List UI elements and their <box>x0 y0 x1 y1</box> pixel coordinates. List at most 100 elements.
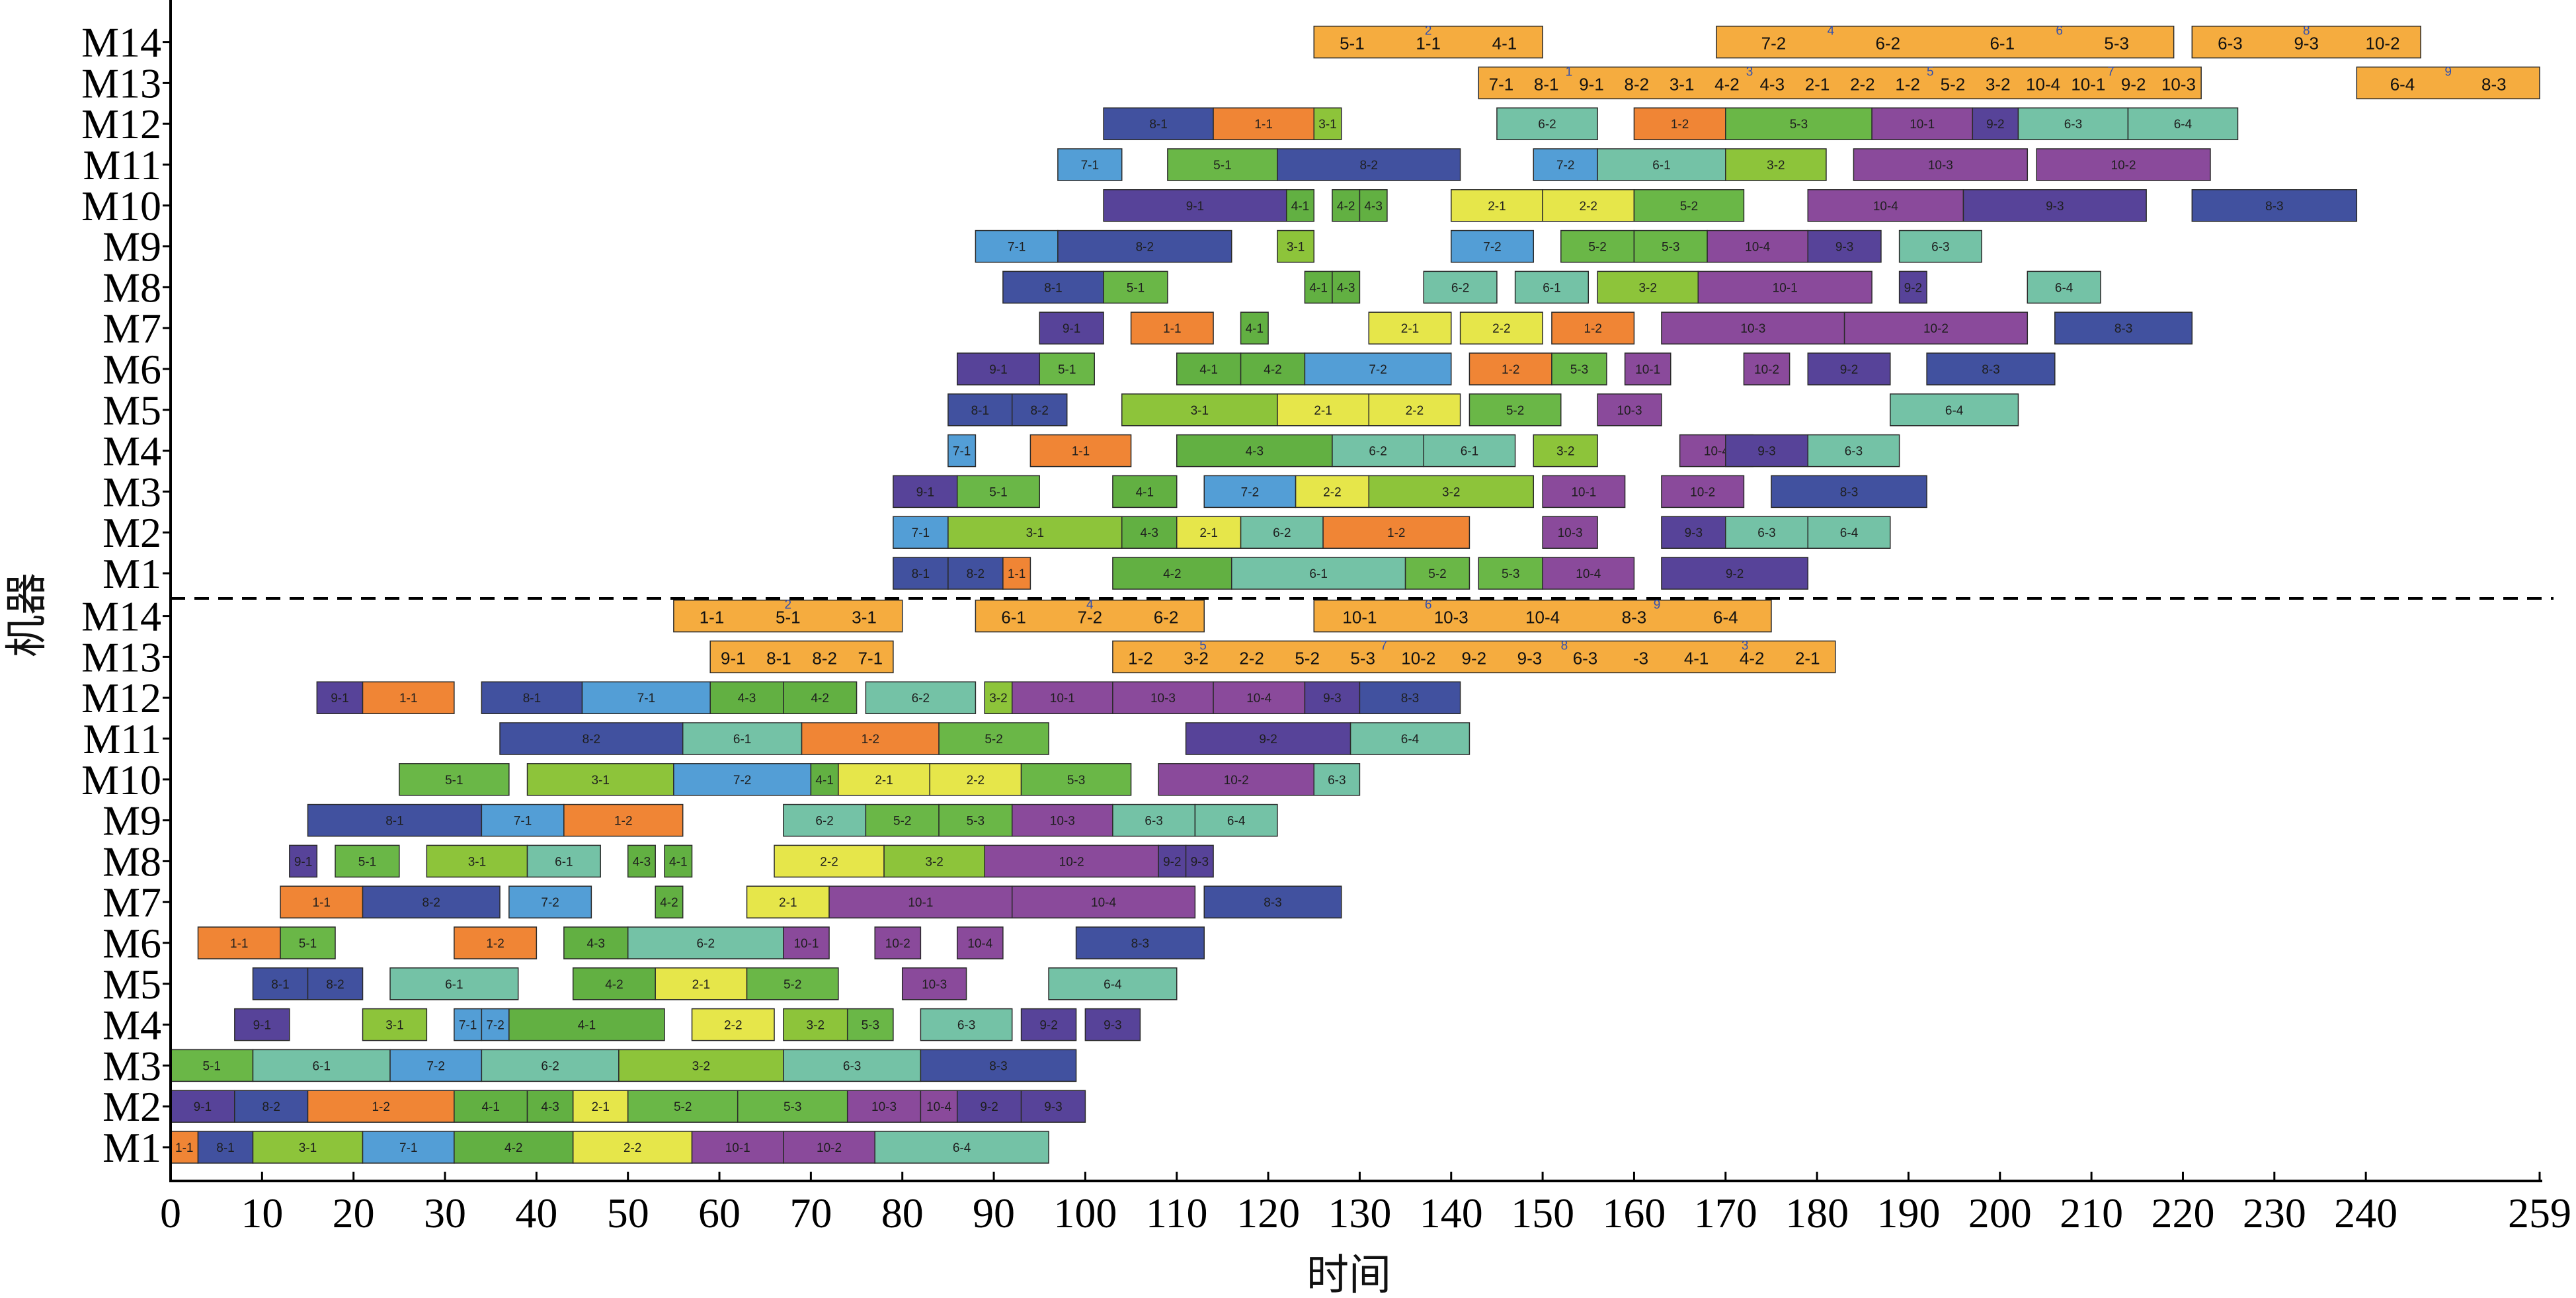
operation-bar: 2-2 <box>929 763 1022 796</box>
operation-bar: 4-1 <box>1240 311 1269 345</box>
transport-bar: 9-1 8-1 8-2 7-1 <box>709 640 894 674</box>
operation-rect <box>1898 229 1982 263</box>
operation-label: 1-2 <box>1584 322 1601 336</box>
operation-bar: 9-2 <box>1185 722 1351 755</box>
operation-label: 3-2 <box>1556 445 1574 459</box>
operation-label: 8-2 <box>1136 241 1154 255</box>
operation-label: 10-3 <box>922 978 947 992</box>
operation-rect <box>783 1008 848 1041</box>
operation-label: 4-2 <box>660 896 678 910</box>
operation-bar: 4-1 <box>1176 352 1242 385</box>
operation-rect <box>682 722 803 755</box>
operation-bar: 9-1 <box>170 1090 235 1123</box>
operation-rect <box>664 844 693 878</box>
operation-bar: 8-3 <box>1203 885 1342 918</box>
operation-label: 4-2 <box>1264 363 1281 377</box>
operation-label: 7-1 <box>1081 159 1099 173</box>
operation-bar: 10-1 <box>691 1131 784 1164</box>
operation-rect <box>1597 148 1726 181</box>
operation-rect <box>1597 393 1662 426</box>
operation-rect <box>1898 270 1927 304</box>
operation-bar: 3-1 <box>526 763 674 796</box>
operation-bar: 4-3 <box>563 926 629 959</box>
operation-bar: 6-4 <box>2127 107 2239 140</box>
operation-label: 9-1 <box>1063 322 1080 336</box>
operation-rect <box>1807 434 1900 467</box>
transport-rect <box>709 640 894 674</box>
operation-rect <box>2027 270 2101 304</box>
y-tick-label: M9 <box>102 797 161 844</box>
operation-label: 4-2 <box>811 692 828 706</box>
operation-bar: 4-3 <box>1332 270 1361 304</box>
transport-index-mark: 7 <box>2107 65 2114 79</box>
x-tick-label: 70 <box>789 1190 832 1237</box>
y-tick-label: M7 <box>102 879 161 926</box>
operation-rect <box>197 926 281 959</box>
transport-item-label: 4-1 <box>1684 648 1709 668</box>
transport-item-label: 2-1 <box>1795 648 1820 668</box>
operation-bar: 7-1 <box>893 516 949 549</box>
operation-bar: 3-2 <box>1597 270 1699 304</box>
operation-label: 1-1 <box>1008 567 1026 581</box>
operation-bar: 9-1 <box>893 475 958 508</box>
operation-label: 5-2 <box>1588 241 1606 255</box>
operation-label: 8-3 <box>1131 937 1149 951</box>
operation-rect <box>1725 107 1872 140</box>
operation-label: 2-1 <box>1199 526 1217 540</box>
operation-bar: 6-3 <box>783 1049 922 1082</box>
operation-label: 9-2 <box>1726 567 1744 581</box>
operation-rect <box>783 1131 875 1164</box>
transport-bar: 1-2 3-2 2-2 5-2 5-3 10-2 9-2 9-3 6-3 -3 4-1 4-2 2-1 5… <box>1112 639 1836 674</box>
operation-label: 10-1 <box>1635 363 1660 377</box>
operation-rect <box>1807 516 1891 549</box>
operation-rect <box>307 1090 455 1123</box>
operation-rect <box>1213 107 1314 140</box>
transport-index-mark: 4 <box>1086 598 1094 612</box>
operation-rect <box>1185 844 1214 878</box>
transport-item-label: 10-3 <box>2161 74 2196 94</box>
operation-bar: 4-2 <box>454 1131 574 1164</box>
operation-rect <box>1533 148 1598 181</box>
operation-label: 6-1 <box>1309 567 1327 581</box>
operation-bar: 2-1 <box>1277 393 1370 426</box>
operation-bar: 3-1 <box>252 1131 364 1164</box>
transport-item-label: 6-3 <box>2218 34 2243 54</box>
transport-item-label: 9-2 <box>1462 648 1487 668</box>
operation-rect <box>865 681 977 714</box>
operation-rect <box>481 803 565 837</box>
transport-item-label: 5-3 <box>1350 648 1375 668</box>
operation-bar: 9-1 <box>316 681 364 714</box>
operation-bar: 3-2 <box>1368 475 1535 508</box>
operation-label: 8-3 <box>1840 485 1858 499</box>
operation-bar: 9-2 <box>1898 270 1927 304</box>
operation-label: 4-1 <box>815 774 833 788</box>
operation-rect <box>1743 352 1791 385</box>
x-tick-label: 140 <box>1420 1190 1483 1237</box>
transport-item-label: 6-4 <box>1713 608 1738 628</box>
operation-bar: 1-2 <box>454 926 538 959</box>
transport-item-label: 4-1 <box>1492 34 1517 54</box>
operation-bar: 9-3 <box>1185 844 1214 878</box>
operation-bar: 9-1 <box>1039 311 1104 345</box>
operation-label: 4-1 <box>1199 363 1217 377</box>
operation-bar: 6-4 <box>1349 722 1470 755</box>
operation-rect <box>956 475 1040 508</box>
operation-bar: 6-4 <box>1048 967 1178 1000</box>
operation-rect <box>454 1008 483 1041</box>
transport-item-label: 1-2 <box>1895 74 1920 94</box>
transport-item-label: 10-1 <box>1342 608 1377 628</box>
operation-rect <box>389 967 519 1000</box>
x-tick-label: 190 <box>1876 1190 1940 1237</box>
operation-label: 7-1 <box>514 815 532 829</box>
operation-rect <box>920 1090 958 1123</box>
transport-index-mark: 4 <box>1828 24 1835 38</box>
x-tick-label: 110 <box>1146 1190 1208 1237</box>
transport-index-mark: 2 <box>785 598 792 612</box>
operation-bar: 5-2 <box>1404 557 1470 590</box>
operation-rect <box>1725 516 1809 549</box>
operation-bar: 5-1 <box>1039 352 1095 385</box>
operation-bar: 9-2 <box>1158 844 1187 878</box>
operation-label: 4-3 <box>1246 445 1264 459</box>
operation-bar: 4-1 <box>1304 270 1333 304</box>
operation-bar: 4-2 <box>783 681 858 714</box>
